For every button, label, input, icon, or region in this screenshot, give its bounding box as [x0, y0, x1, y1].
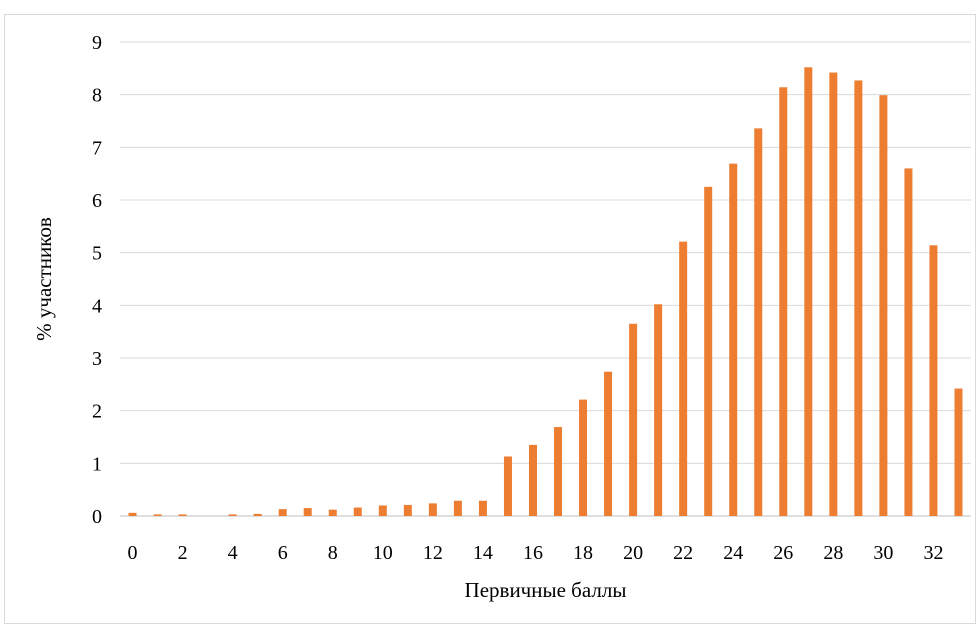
bar: [629, 323, 638, 516]
x-tick-label: 24: [723, 542, 743, 564]
bar: [729, 163, 738, 516]
x-tick-label: 12: [423, 542, 443, 564]
bar: [328, 509, 337, 516]
bar: [403, 504, 412, 516]
x-tick-label: 4: [228, 542, 238, 564]
y-axis-ticks: 0 1 2 3 4 5 6 7 8 9: [92, 32, 102, 528]
bar: [453, 500, 462, 516]
bar: [153, 514, 162, 516]
x-axis-ticks: 0 2 4 6 8 10 12 14 16 18 20 22 24 26 28 30 32: [128, 542, 944, 564]
bar: [754, 128, 763, 516]
x-tick-label: 0: [128, 542, 138, 564]
gridlines: [120, 41, 971, 517]
bar: [904, 168, 913, 516]
bar: [604, 371, 613, 516]
bar: [478, 500, 487, 516]
y-tick-label: 8: [92, 85, 102, 107]
y-tick-label: 9: [92, 32, 102, 54]
x-tick-label: 22: [673, 542, 693, 564]
y-tick-label: 3: [92, 348, 102, 370]
bar: [353, 507, 362, 516]
bar: [303, 508, 312, 516]
x-tick-label: 18: [573, 542, 593, 564]
x-tick-label: 2: [178, 542, 188, 564]
x-tick-label: 26: [773, 542, 793, 564]
bar: [278, 509, 287, 516]
bar: [704, 186, 713, 517]
bar: [854, 80, 863, 517]
bar: [178, 514, 187, 516]
x-tick-label: 30: [873, 542, 893, 564]
bar: [779, 87, 788, 516]
y-tick-label: 1: [92, 453, 102, 475]
bar: [579, 399, 588, 516]
bar: [554, 426, 563, 516]
bar: [829, 72, 838, 516]
bar: [879, 95, 888, 517]
bar: [378, 505, 387, 516]
x-tick-label: 20: [623, 542, 643, 564]
bar: [804, 67, 813, 516]
y-tick-label: 6: [92, 190, 102, 212]
bar: [929, 245, 938, 516]
bars: [128, 67, 963, 517]
bar: [954, 388, 963, 516]
y-tick-label: 4: [92, 295, 102, 317]
bar: [228, 514, 237, 516]
bar: [128, 512, 137, 516]
x-tick-label: 6: [278, 542, 288, 564]
y-tick-label: 2: [92, 401, 102, 423]
y-axis-title: % участников: [32, 217, 56, 341]
x-tick-label: 8: [328, 542, 338, 564]
bar: [654, 304, 663, 516]
x-tick-label: 32: [923, 542, 943, 564]
x-tick-label: 10: [373, 542, 393, 564]
x-tick-label: 14: [473, 542, 493, 564]
bar: [503, 456, 512, 516]
y-tick-label: 0: [92, 506, 102, 528]
x-tick-label: 28: [823, 542, 843, 564]
bar: [528, 444, 537, 516]
bar: [253, 513, 262, 516]
bar: [679, 241, 688, 516]
x-tick-label: 16: [523, 542, 543, 564]
x-axis-title: Первичные баллы: [465, 578, 627, 602]
bar: [428, 503, 437, 516]
y-tick-label: 7: [92, 137, 102, 159]
y-tick-label: 5: [92, 243, 102, 265]
